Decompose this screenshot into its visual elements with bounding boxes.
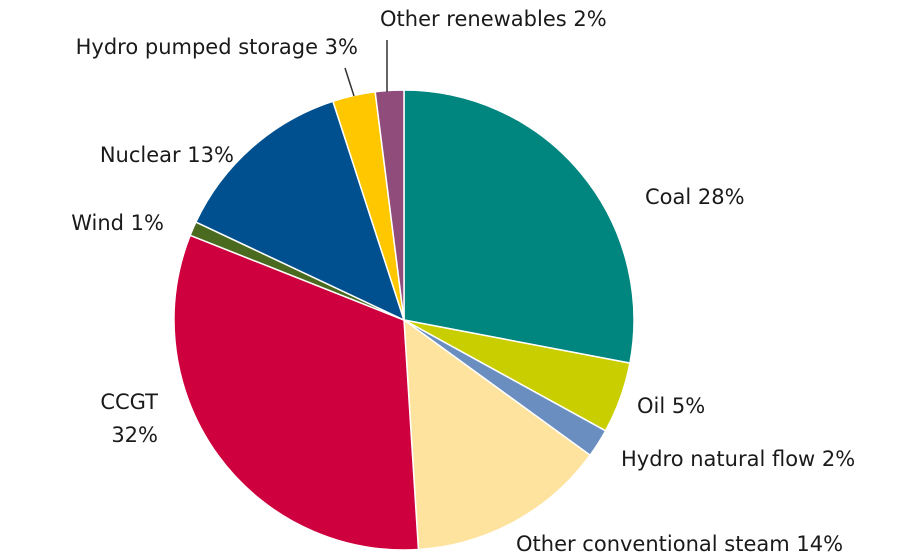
pie-slices [173, 89, 635, 551]
slice-label-hydro-natural-flow: Hydro natural flow 2% [621, 447, 855, 471]
slice-label-oil: Oil 5% [637, 394, 705, 418]
slice-label-wind: Wind 1% [71, 211, 164, 235]
leader-line-hydro-pumped-storage [344, 67, 355, 97]
pie-slice-coal [403, 89, 635, 364]
slice-label-ccgt-value: 32% [111, 423, 158, 447]
leader-lines [344, 40, 388, 97]
pie-slice-other-conventional-steam [403, 319, 591, 551]
pie-slice-other-renewables [374, 89, 405, 321]
slice-label-nuclear: Nuclear 13% [100, 143, 234, 167]
slice-labels: Coal 28% Oil 5% Hydro natural flow 2% Ot… [71, 7, 855, 556]
slice-label-other-conventional-steam: Other conventional steam 14% [516, 532, 843, 556]
slice-label-ccgt-name: CCGT [100, 390, 158, 414]
pie-slice-nuclear [195, 100, 405, 321]
pie-slice-ccgt [173, 234, 420, 551]
slice-label-hydro-pumped-storage: Hydro pumped storage 3% [76, 35, 358, 59]
slice-label-other-renewables: Other renewables 2% [380, 7, 607, 31]
slice-label-coal: Coal 28% [645, 185, 745, 209]
